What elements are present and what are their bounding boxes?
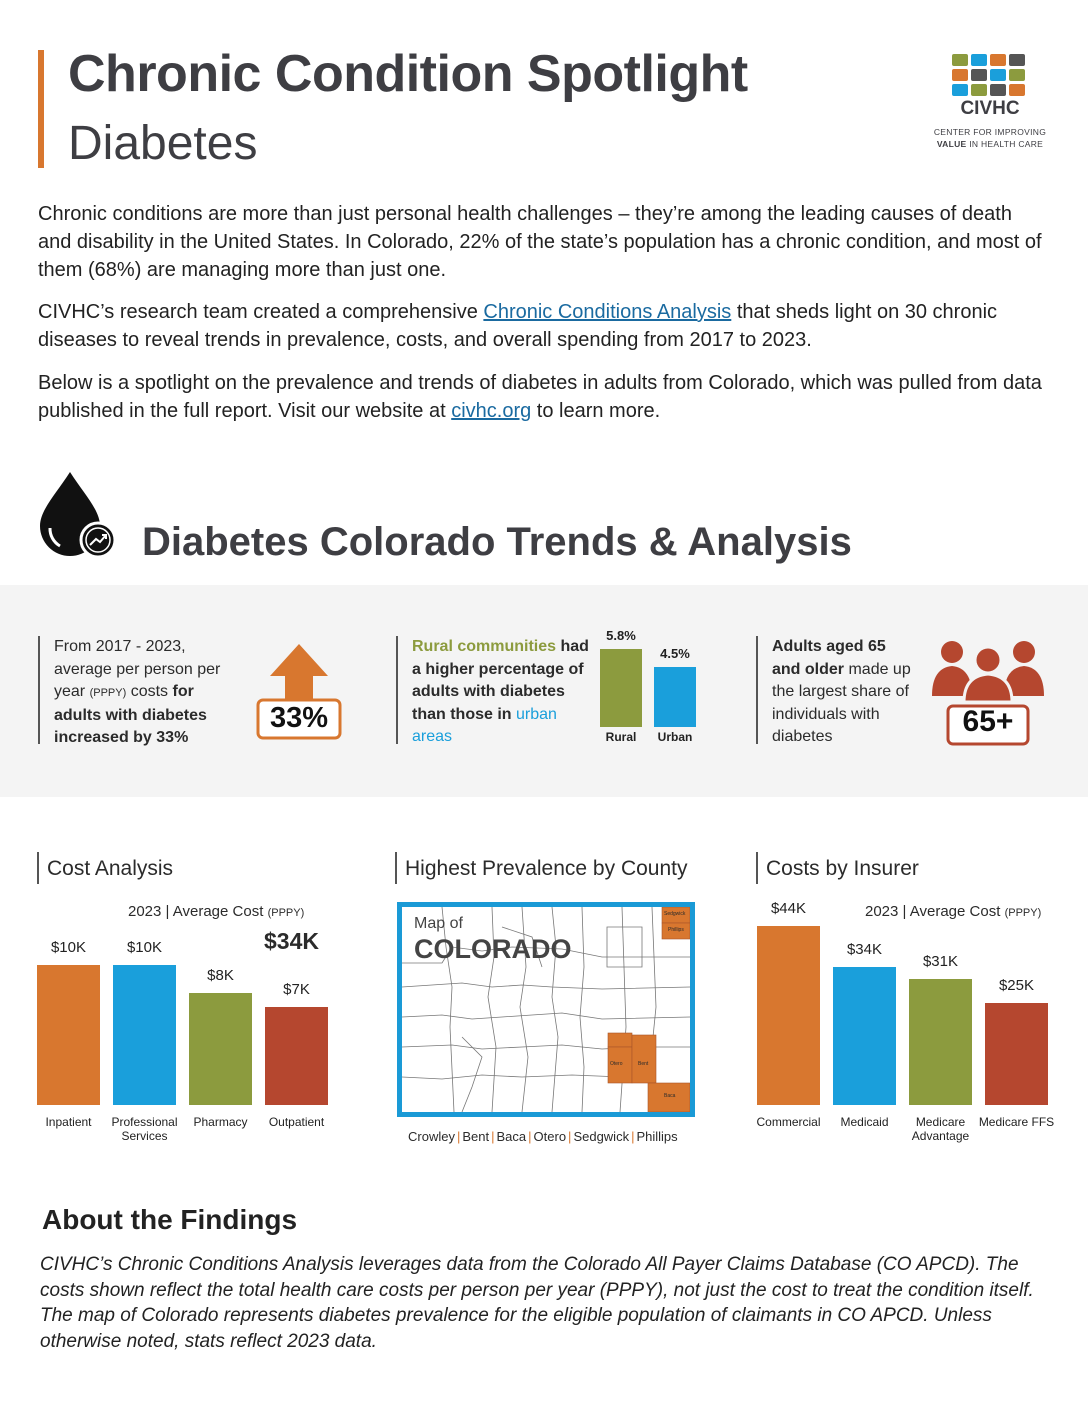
separator: | — [491, 1129, 495, 1144]
insurer-title: Costs by Insurer — [756, 852, 919, 884]
section-title: Diabetes Colorado Trends & Analysis — [142, 520, 852, 564]
map-county-label: Phillips — [668, 927, 684, 933]
bar-commercial — [757, 925, 820, 1105]
bar-value-label: $25K — [998, 977, 1035, 995]
bar-value-label: $10K — [126, 939, 163, 956]
separator: | — [568, 1129, 572, 1144]
colorado-map: Map of COLORADO Sedgwick Phillips Otero … — [397, 902, 695, 1117]
cost-analysis-caption: 2023 | Average Cost (PPPY) — [128, 903, 305, 920]
intro-paragraph-2: CIVHC’s research team created a comprehe… — [38, 301, 998, 351]
cost-analysis-chart: $10K Inpatient $10K Professional Services $8… — [37, 930, 337, 1150]
stat-age-65: Adults aged 65 and older made up the lar… — [756, 636, 916, 745]
county-name: Sedgwick — [573, 1129, 630, 1144]
up-arrow-icon — [256, 644, 342, 740]
county-title: Highest Prevalence by County — [395, 852, 688, 884]
map-county-label: Bent — [638, 1061, 649, 1067]
page-subtitle: Diabetes — [68, 117, 258, 170]
bar-category-label: Pharmacy — [193, 1115, 248, 1129]
bar-value-label: $44K — [770, 899, 807, 917]
county-name: Bent — [462, 1129, 490, 1144]
bar-value-label: $34K — [846, 940, 883, 958]
bar-category-label: Medicare Advantage — [911, 1115, 970, 1143]
insurer-chart: $44K Commercial $34K Medicaid $31K Medicare A… — [756, 900, 1057, 1150]
bar-category-label: Outpatient — [268, 1115, 325, 1129]
county-list: Crowley | Bent | Baca | Otero | Sedgwick | Phillip… — [408, 1129, 678, 1144]
intro-paragraph-3: Below is a spotlight on the prevalence a… — [38, 372, 1042, 422]
intro-paragraph-1: Chronic conditions are more than just pe… — [38, 203, 1042, 281]
bar-category-label: Medicaid — [840, 1115, 889, 1129]
county-name: Phillips — [636, 1129, 678, 1144]
civhc-website-link[interactable]: civhc.org — [451, 400, 532, 422]
stat-rural-urban: Rural communities had a higher percentag… — [396, 636, 592, 745]
map-label-big: COLORADO — [414, 934, 572, 964]
logo-tagline: CENTER FOR IMPROVING VALUE IN HEALTH CAR… — [933, 127, 1047, 149]
map-county-label: Sedgwick — [664, 911, 686, 917]
bar-value-label: $8K — [207, 967, 234, 984]
logo-name: CIVHC — [960, 98, 1020, 119]
county-name: Otero — [533, 1129, 567, 1144]
bar-value-label: $10K — [50, 939, 87, 956]
bar-category-label: Commercial — [756, 1115, 821, 1129]
bar-medicare-ffs — [985, 1003, 1048, 1105]
separator: | — [631, 1129, 635, 1144]
bar-pharmacy — [189, 993, 252, 1105]
civhc-logo: CIVHC CENTER FOR IMPROVING VALUE IN HEAL… — [930, 54, 1050, 150]
bar-value-label: $7K — [283, 981, 310, 998]
map-county-label: Baca — [664, 1093, 676, 1099]
insurer-caption: 2023 | Average Cost (PPPY) — [865, 903, 1042, 920]
bar-outpatient — [265, 1007, 328, 1105]
separator: | — [528, 1129, 532, 1144]
bar-value-label: 4.5% — [660, 645, 690, 661]
stat-cost-increase: From 2017 - 2023, average per person per… — [38, 636, 238, 746]
bar-category-label: Medicare FFS — [978, 1115, 1055, 1129]
bar-rural — [600, 649, 642, 727]
increase-badge: 33% — [269, 702, 329, 734]
page-title: Chronic Condition Spotlight — [68, 45, 748, 103]
people-group-icon — [932, 641, 1044, 746]
bar-category-label: Inpatient — [45, 1115, 92, 1129]
total-cost: $34K — [264, 928, 319, 954]
logo-grid-icon — [952, 54, 1050, 96]
bar-value-label: 5.8% — [606, 628, 636, 644]
bar-professional-services — [113, 965, 176, 1105]
about-title: About the Findings — [42, 1204, 298, 1235]
rural-urban-chart: 5.8% Rural 4.5% Urban — [600, 620, 700, 750]
bar-medicare-advantage — [909, 978, 972, 1105]
age-badge: 65+ — [962, 705, 1014, 738]
cost-analysis-title: Cost Analysis — [37, 852, 173, 884]
county-name: Crowley — [408, 1129, 455, 1144]
about-text: CIVHC’s Chronic Conditions Analysis leve… — [40, 1254, 1034, 1352]
key-stats-band — [0, 585, 1088, 797]
bar-inpatient — [37, 965, 100, 1105]
bar-category-label: Professional Services — [111, 1115, 178, 1143]
bar-category-label: Urban — [657, 730, 693, 744]
county-name: Baca — [496, 1129, 527, 1144]
bar-urban — [654, 666, 696, 727]
map-label-small: Map of — [414, 915, 463, 932]
bar-medicaid — [833, 966, 896, 1105]
bar-value-label: $31K — [922, 952, 959, 970]
chronic-conditions-analysis-link[interactable]: Chronic Conditions Analysis — [483, 301, 732, 323]
title-accent-bar — [38, 50, 44, 168]
separator: | — [456, 1129, 461, 1144]
bar-category-label: Rural — [605, 730, 637, 744]
map-county-label: Otero — [610, 1061, 623, 1067]
blood-drop-trend-icon — [40, 472, 117, 559]
